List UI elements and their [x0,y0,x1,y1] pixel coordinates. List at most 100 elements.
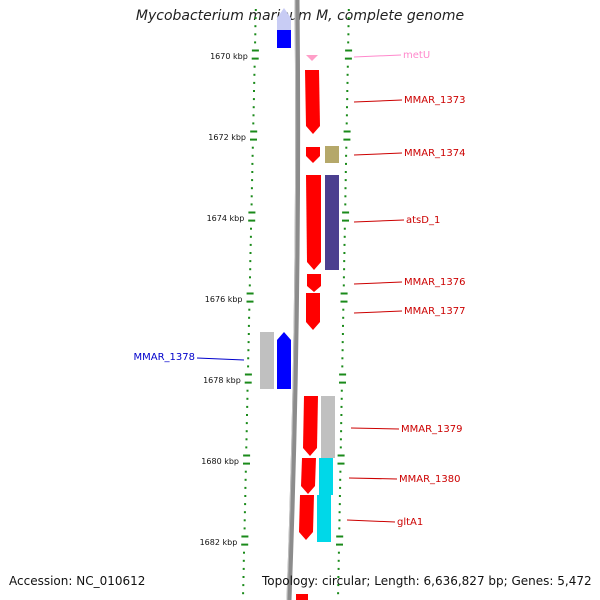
tick-ring-outer-dot [339,373,347,376]
label-MMAR_1374[interactable]: MMAR_1374 [404,148,466,159]
gene-MMAR_1373[interactable] [305,70,320,134]
tick-ring-outer-dot [336,543,343,546]
gene-labels: metU MMAR_1373 MMAR_1374 atsD_1 MMAR_137… [134,50,466,528]
gene-MMAR_1374[interactable] [306,147,320,163]
leader-MMAR_1379 [350,427,400,430]
label-MMAR_1377[interactable]: MMAR_1377 [404,306,466,317]
tick-ring-inner-dot [246,292,254,295]
tick-ring-inner-dot [248,316,251,319]
tick-ring-outer-dot [345,49,353,52]
tick-ring-inner-dot [249,235,252,238]
tick-ring-outer-dot [337,551,340,554]
reverse-gene-top-faded[interactable] [277,8,291,30]
tick-ring-outer-dot [346,106,348,109]
tick-ring-inner-dot [248,219,256,222]
tick-label: 1676 kbp [205,295,243,304]
tick-ring-outer-dot [340,430,343,433]
label-atsD_1[interactable]: atsD_1 [406,215,440,226]
tick-ring-outer-dot [346,73,349,76]
genome-summary-text: Topology: circular; Length: 6,636,827 bp… [262,574,592,588]
tick-ring-inner-dot [246,405,249,408]
tick-ring-outer-dot [337,454,345,457]
tick-label: 1682 kbp [200,538,238,547]
label-MMAR_1376[interactable]: MMAR_1376 [404,277,466,288]
tick-ring-inner-dot [250,138,257,141]
feature-cyan-1[interactable] [319,458,333,495]
tick-ring-inner-dot [251,57,259,60]
tick-ring-outer-dot [340,389,343,392]
gene-MMAR_1376[interactable] [307,274,321,292]
tick-ring-inner-dot [250,203,253,206]
label-MMAR_1373[interactable]: MMAR_1373 [404,95,466,106]
tick-ring-outer-dot [347,33,350,36]
tick-ring-outer-dot [344,187,347,190]
gene-MMAR_1378[interactable] [277,332,291,389]
tick-ring-inner-dot [243,454,251,457]
leader-MMAR_1373 [353,99,403,103]
tick-ring-inner-dot [250,195,253,198]
gene-MMAR_1379[interactable] [303,396,318,456]
tick-ring-inner-dot [243,519,246,522]
tick-ring-outer-dot [346,98,349,101]
tick-ring-outer-dot [343,235,346,238]
gene-metU[interactable] [306,55,318,61]
tick-ring-inner-dot [254,17,257,20]
tick-ring-inner-dot [247,333,250,335]
label-gltA1[interactable]: gltA1 [397,517,423,528]
label-MMAR_1379[interactable]: MMAR_1379 [401,424,463,435]
feature-purple[interactable] [325,175,339,270]
label-MMAR_1378[interactable]: MMAR_1378 [134,352,196,363]
reverse-gene-top[interactable] [277,30,291,48]
tick-ring-outer-dot [343,252,346,254]
feature-gray-right[interactable] [321,396,335,458]
tick-ring-outer-dot [347,17,350,20]
tick-ring-outer-dot [337,567,340,570]
tick-ring-inner-dot [244,381,252,384]
tick-ring-outer-dot [346,81,349,84]
tick-ring-inner-dot [246,414,248,416]
tick-ring-inner-dot [247,341,250,344]
gene-gltA1[interactable] [299,495,314,540]
tick-ring-inner-dot [247,349,250,352]
tick-ring-outer-dot [338,511,341,514]
tick-ring-inner-dot [248,308,251,311]
tick-ring-outer-dot [338,503,341,506]
tick-ring-outer-dot [339,478,342,481]
tick-ring-outer-dot [347,41,350,44]
label-MMAR_1380[interactable]: MMAR_1380 [399,474,461,485]
tick-ring-outer-dot [343,260,346,263]
feature-olive[interactable] [325,146,339,163]
tick-ring-inner-dot [249,276,251,279]
feature-track [260,8,339,600]
gene-atsD_1[interactable] [306,175,321,270]
tick-ring-inner-dot [253,90,255,92]
tick-ring-inner-dot [253,65,256,68]
tick-ring-outer-dot [339,470,342,473]
gene-MMAR_1380[interactable] [301,458,316,494]
tick-ring-outer-dot [337,462,345,465]
leader-MMAR_1380 [348,477,398,480]
feature-cyan-2[interactable] [317,495,331,542]
tick-ring-inner-dot [244,486,247,489]
gene-MMAR_1377[interactable] [306,293,320,330]
tick-ring-inner-dot [243,511,246,514]
tick-ring-outer-dot [343,130,351,133]
feature-gray-left[interactable] [260,332,274,389]
leader-atsD_1 [353,219,405,223]
tick-ring-inner-dot [254,41,257,44]
tick-ring-inner-dot [249,260,252,263]
tick-ring-outer-dot [343,268,346,271]
genome-backbone-highlight [286,0,297,600]
tick-ring-outer-dot [338,519,341,522]
tick-ring-inner-dot [246,397,249,400]
gene-bottom-partial[interactable] [296,594,308,600]
tick-ring-inner-dot [244,478,247,481]
tick-ring-inner-dot [254,33,257,36]
tick-ring-inner-dot [242,559,245,562]
tick-ring-outer-dot [338,527,341,530]
label-metU[interactable]: metU [403,50,430,61]
tick-label: 1678 kbp [203,376,241,385]
tick-ring-inner-dot [245,446,248,449]
tick-ring-inner-dot [242,592,245,595]
